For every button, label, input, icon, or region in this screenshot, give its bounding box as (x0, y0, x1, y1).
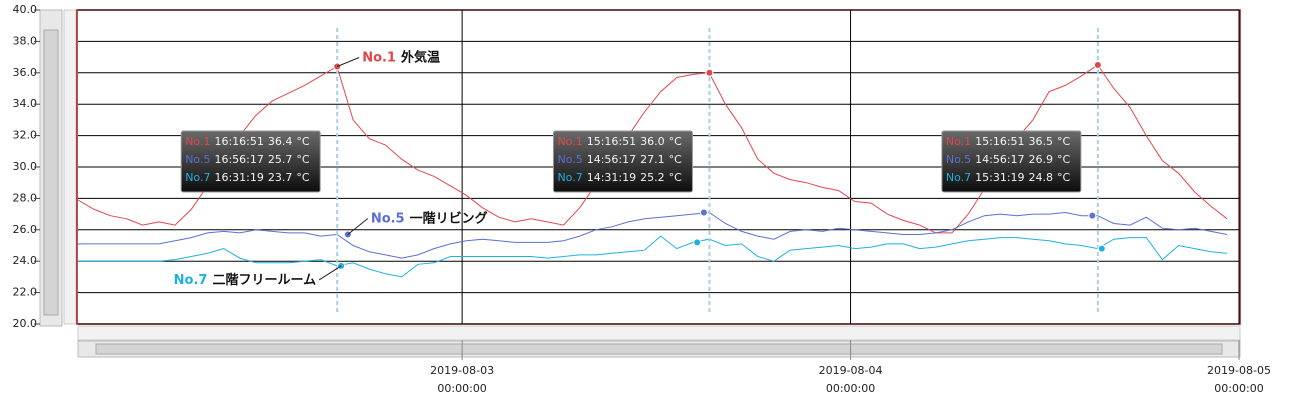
tooltip-row: No.7 14:31:19 25.2 °C (557, 171, 682, 184)
highlight-dot (1097, 244, 1106, 253)
y-tick-label: 26.0 (13, 223, 38, 236)
highlight-dot (693, 238, 702, 247)
tooltip-unit: °C (1057, 135, 1071, 148)
highlight-dot (1088, 211, 1097, 220)
axis-strip (77, 325, 1241, 341)
tooltip-time: 16:56:17 (214, 153, 263, 166)
tooltip-time: 16:31:19 (214, 171, 263, 184)
tooltip-unit: °C (1057, 171, 1071, 184)
callout-name: 一階リビング (410, 210, 488, 226)
callout-series: No.5 (371, 211, 405, 226)
tooltip-time: 14:56:17 (587, 153, 636, 166)
y-tick-label: 32.0 (13, 129, 38, 142)
tooltip-row: No.7 16:31:19 23.7 °C (185, 171, 310, 184)
x-tick-label: 2019-08-03 00:00:00 (430, 364, 495, 395)
callout-label: No.5 一階リビング (371, 210, 488, 226)
tooltip-row: No.1 16:16:51 36.4 °C (185, 135, 310, 148)
tooltip-time: 15:16:51 (587, 135, 636, 148)
series-line (77, 64, 1228, 234)
x-tick-label: 2019-08-04 00:00:00 (818, 364, 883, 395)
tooltip-series: No.7 (946, 171, 971, 184)
y-tick-label: 38.0 (13, 34, 38, 47)
h-scroll-thumb[interactable] (95, 343, 1223, 355)
tooltip-box (180, 130, 321, 193)
tooltip-unit: °C (296, 153, 310, 166)
tooltip-value: 25.7 (268, 153, 293, 166)
tooltip-value: 24.8 (1029, 171, 1054, 184)
callout-leader (336, 57, 360, 67)
tooltip-unit: °C (296, 171, 310, 184)
tooltip-row: No.5 16:56:17 25.7 °C (185, 153, 310, 166)
y-tick-label: 40.0 (13, 3, 38, 16)
series-line (78, 211, 1228, 259)
tooltip-value: 36.0 (640, 135, 665, 148)
y-tick-label: 34.0 (13, 97, 38, 110)
tooltip-value: 27.1 (640, 153, 665, 166)
tooltip-row: No.7 15:31:19 24.8 °C (946, 171, 1071, 184)
tooltip-series: No.7 (185, 171, 210, 184)
series-line (78, 235, 1228, 278)
y-tick-label: 28.0 (13, 191, 38, 204)
tooltip-series: No.5 (557, 153, 582, 166)
tooltip-value: 25.2 (640, 171, 665, 184)
tooltip-series: No.5 (185, 153, 210, 166)
tooltip-time: 15:16:51 (975, 135, 1024, 148)
tooltip-unit: °C (669, 171, 683, 184)
tooltip-value: 36.4 (268, 135, 293, 148)
tooltip-time: 14:31:19 (587, 171, 636, 184)
tooltip-box (941, 130, 1082, 193)
v-scroll-thumb[interactable] (43, 29, 59, 316)
y-tick-label: 20.0 (13, 317, 38, 330)
tooltip-series: No.5 (946, 153, 971, 166)
y-tick-label: 30.0 (13, 160, 38, 173)
tooltip-value: 26.9 (1029, 153, 1054, 166)
callout-leader (347, 218, 369, 235)
tooltip-unit: °C (669, 135, 683, 148)
callout-series: No.7 (174, 272, 208, 287)
highlight-dot (705, 68, 714, 77)
y-tick-label: 36.0 (13, 66, 38, 79)
tooltip-row: No.1 15:16:51 36.0 °C (557, 135, 682, 148)
highlight-dot (1093, 60, 1102, 69)
tooltip-time: 16:16:51 (214, 135, 263, 148)
tooltip-row: No.5 14:56:17 26.9 °C (946, 153, 1071, 166)
tooltip-time: 15:31:19 (975, 171, 1024, 184)
callout-name: 外気温 (400, 49, 440, 65)
callout-series: No.1 (362, 50, 396, 65)
tooltip-unit: °C (1057, 153, 1071, 166)
tooltip-value: 23.7 (268, 171, 293, 184)
y-tick-label: 22.0 (13, 286, 38, 299)
tooltip-series: No.7 (557, 171, 582, 184)
tooltip-unit: °C (296, 135, 310, 148)
tooltip-unit: °C (669, 153, 683, 166)
tooltip-value: 36.5 (1029, 135, 1054, 148)
callout-name: 二階フリールーム (212, 271, 316, 287)
tooltip-row: No.5 14:56:17 27.1 °C (557, 153, 682, 166)
callout-leader (318, 265, 342, 281)
tooltip-series: No.1 (185, 135, 210, 148)
axis-strip (63, 9, 77, 325)
callout-label: No.7 二階フリールーム (174, 271, 316, 287)
tooltip-series: No.1 (557, 135, 582, 148)
tooltip-box (552, 130, 693, 193)
tooltip-time: 14:56:17 (975, 153, 1024, 166)
highlight-dot (699, 208, 708, 217)
tooltip-row: No.1 15:16:51 36.5 °C (946, 135, 1071, 148)
x-tick-label: 2019-08-05 00:00:00 (1207, 364, 1271, 395)
tooltip-series: No.1 (946, 135, 971, 148)
y-tick-label: 24.0 (13, 254, 38, 267)
callout-label: No.1 外気温 (362, 49, 440, 65)
